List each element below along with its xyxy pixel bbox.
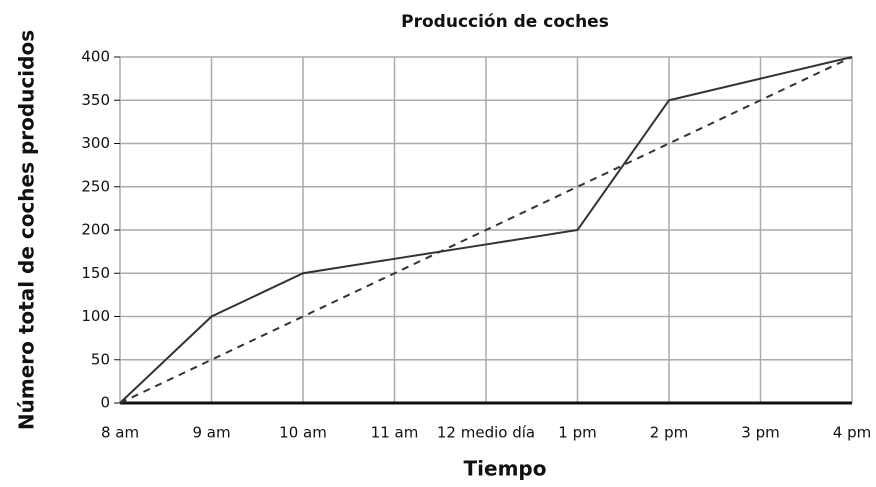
x-tick-label: 9 am [192, 424, 230, 442]
x-tick-label: 10 am [279, 424, 327, 442]
y-tick-label: 400 [81, 48, 110, 66]
chart-title: Producción de coches [401, 12, 609, 32]
x-tick-label: 8 am [101, 424, 139, 442]
x-axis-label: Tiempo [464, 457, 547, 481]
x-tick-label: 4 pm [833, 424, 871, 442]
x-tick-label: 12 medio día [437, 424, 535, 442]
y-tick-label: 300 [81, 134, 110, 152]
y-tick-label: 250 [81, 177, 110, 195]
y-axis-label: Número total de coches producidos [15, 30, 39, 430]
x-tick-label: 2 pm [650, 424, 688, 442]
x-tick-label: 1 pm [558, 424, 596, 442]
line-series [119, 56, 853, 404]
x-tick-label: 3 pm [741, 424, 779, 442]
line-series [119, 56, 853, 404]
y-tick-label: 50 [91, 350, 110, 368]
y-tick-label: 350 [81, 91, 110, 109]
y-tick-label: 150 [81, 264, 110, 282]
x-tick-label: 11 am [371, 424, 419, 442]
y-tick-label: 100 [81, 307, 110, 325]
y-tick-label: 0 [100, 394, 110, 412]
y-tick-label: 200 [81, 221, 110, 239]
